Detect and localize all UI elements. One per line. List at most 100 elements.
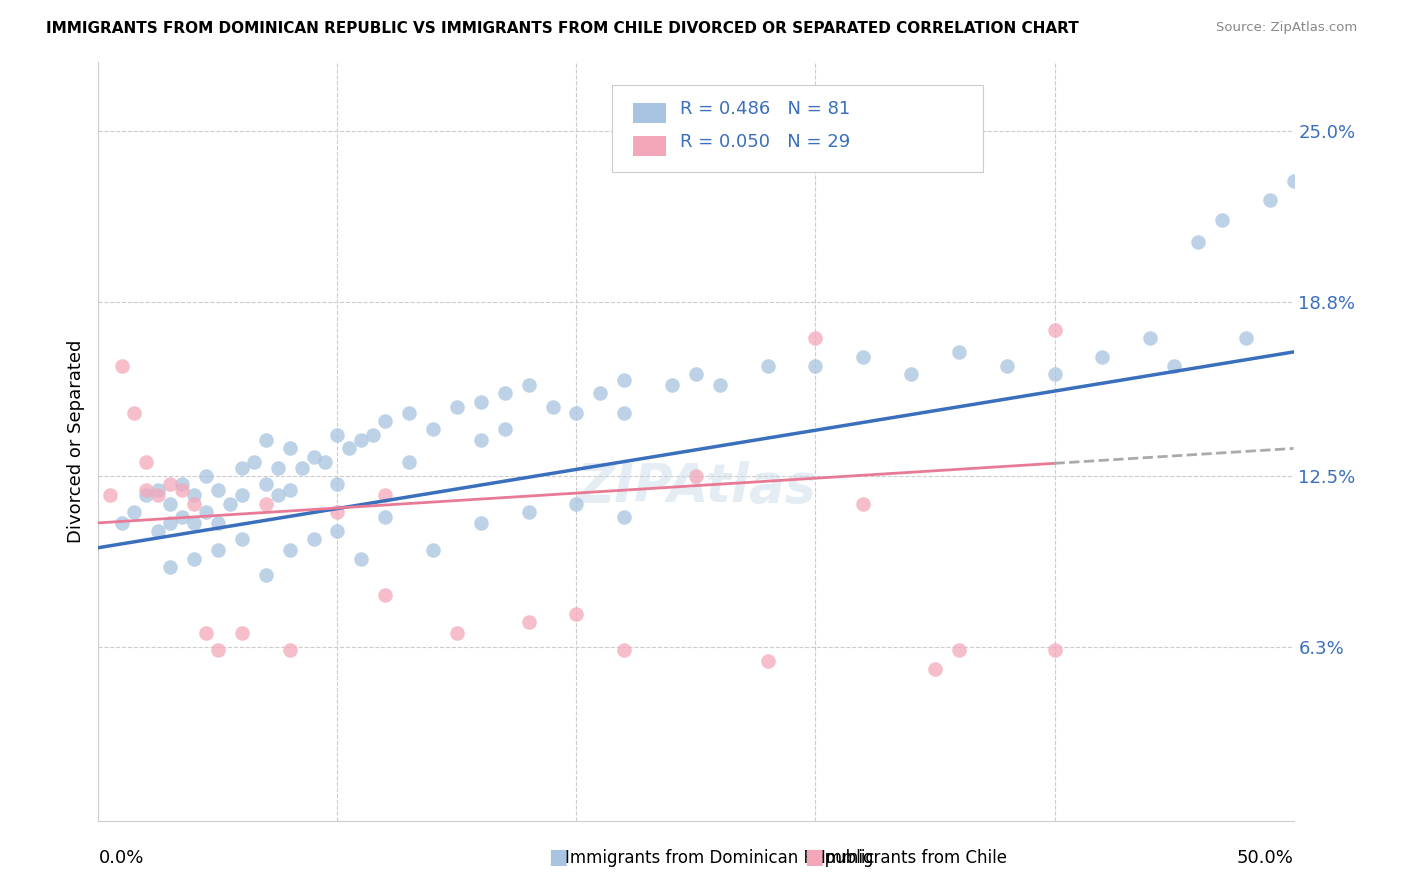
Point xyxy=(159,560,181,574)
Point xyxy=(470,394,492,409)
Point xyxy=(326,427,349,442)
Point xyxy=(422,543,444,558)
Point xyxy=(517,615,540,629)
Point xyxy=(494,422,516,436)
Point xyxy=(756,359,779,373)
Point xyxy=(995,359,1018,373)
Point xyxy=(135,488,157,502)
Bar xyxy=(633,103,666,123)
Point xyxy=(254,477,277,491)
Point xyxy=(172,483,194,497)
Point xyxy=(98,488,122,502)
Point xyxy=(852,497,875,511)
Point xyxy=(685,469,707,483)
Point xyxy=(924,662,946,676)
Point xyxy=(709,378,731,392)
Point xyxy=(374,414,396,428)
Point xyxy=(291,460,314,475)
Point xyxy=(756,654,779,668)
Point xyxy=(517,378,540,392)
Point xyxy=(900,367,922,381)
Point xyxy=(326,524,349,538)
Point xyxy=(219,497,242,511)
Point xyxy=(1043,367,1066,381)
Point xyxy=(1043,323,1066,337)
Point xyxy=(135,483,157,497)
Point xyxy=(350,433,373,447)
FancyBboxPatch shape xyxy=(613,85,983,172)
Point xyxy=(302,533,325,547)
Point xyxy=(267,460,290,475)
Point xyxy=(195,626,218,640)
Point xyxy=(267,488,290,502)
Point xyxy=(148,488,170,502)
Point xyxy=(541,400,564,414)
Point xyxy=(183,516,205,530)
Point xyxy=(398,406,420,420)
Point xyxy=(517,505,540,519)
Point xyxy=(183,497,205,511)
Text: ZIPAtlas: ZIPAtlas xyxy=(576,461,815,513)
Point xyxy=(350,551,373,566)
Text: Immigrants from Chile: Immigrants from Chile xyxy=(821,849,1007,867)
Point xyxy=(183,551,205,566)
Point xyxy=(326,505,349,519)
Point xyxy=(231,488,253,502)
Point xyxy=(613,406,636,420)
Point xyxy=(315,455,337,469)
Text: R = 0.050   N = 29: R = 0.050 N = 29 xyxy=(681,133,851,151)
Point xyxy=(613,642,636,657)
Point xyxy=(613,510,636,524)
Point xyxy=(374,588,396,602)
Point xyxy=(1043,642,1066,657)
Bar xyxy=(633,136,666,156)
Point xyxy=(159,516,181,530)
Point xyxy=(422,422,444,436)
Point xyxy=(111,359,134,373)
Text: 50.0%: 50.0% xyxy=(1237,849,1294,867)
Point xyxy=(148,524,170,538)
Point xyxy=(565,497,588,511)
Point xyxy=(135,455,157,469)
Point xyxy=(565,607,588,621)
Point xyxy=(363,427,385,442)
Point xyxy=(207,516,229,530)
Point xyxy=(278,483,301,497)
Point xyxy=(302,450,325,464)
Point xyxy=(172,477,194,491)
Point xyxy=(661,378,683,392)
Point xyxy=(159,477,181,491)
Point xyxy=(685,367,707,381)
Point xyxy=(278,543,301,558)
Point xyxy=(1139,331,1161,345)
Point xyxy=(1187,235,1209,249)
Point xyxy=(326,477,349,491)
Point xyxy=(254,433,277,447)
Y-axis label: Divorced or Separated: Divorced or Separated xyxy=(66,340,84,543)
Point xyxy=(148,483,170,497)
Point xyxy=(195,469,218,483)
Point xyxy=(159,497,181,511)
Point xyxy=(565,406,588,420)
Point xyxy=(231,460,253,475)
Point xyxy=(374,510,396,524)
Point xyxy=(589,386,612,401)
Point xyxy=(1091,351,1114,365)
Point xyxy=(1163,359,1185,373)
Point xyxy=(852,351,875,365)
Point xyxy=(398,455,420,469)
Point xyxy=(124,406,146,420)
Text: 0.0%: 0.0% xyxy=(98,849,143,867)
Point xyxy=(1282,174,1305,188)
Text: Source: ZipAtlas.com: Source: ZipAtlas.com xyxy=(1216,21,1357,34)
Text: Immigrants from Dominican Republic: Immigrants from Dominican Republic xyxy=(565,849,875,867)
Point xyxy=(470,516,492,530)
Point xyxy=(254,497,277,511)
Point xyxy=(446,626,468,640)
Text: ■: ■ xyxy=(548,847,568,867)
Point xyxy=(231,626,253,640)
Point xyxy=(231,533,253,547)
Point xyxy=(948,642,970,657)
Point xyxy=(172,510,194,524)
Text: ■: ■ xyxy=(804,847,824,867)
